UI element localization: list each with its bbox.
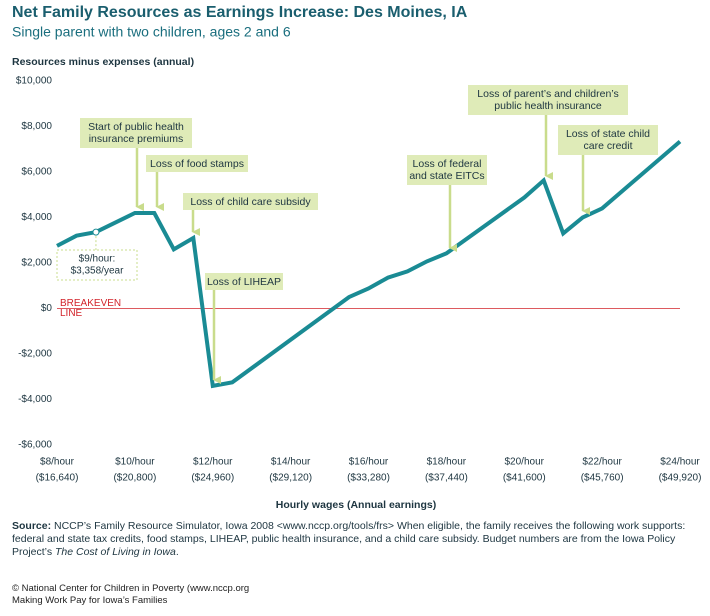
footer: © National Center for Children in Povert… — [12, 583, 249, 607]
chart-title: Net Family Resources as Earnings Increas… — [12, 4, 468, 21]
x-tick-sublabel: ($24,960) — [191, 473, 234, 484]
source-label: Source: — [12, 520, 52, 532]
source-note: Source: NCCP’s Family Resource Simulator… — [12, 520, 702, 559]
y-tick-label: $10,000 — [16, 76, 53, 87]
x-tick-label: $20/hour — [505, 457, 545, 468]
x-tick-sublabel: ($49,920) — [659, 473, 702, 484]
source-end: . — [175, 546, 179, 558]
callout-text: insurance premiums — [89, 133, 184, 145]
callout-text: Loss of child care subsidy — [190, 196, 311, 208]
callout-box — [205, 273, 283, 290]
callout-text: Loss of state child — [566, 128, 650, 140]
x-tick-label: $8/hour — [40, 457, 75, 468]
y-tick-label: $6,000 — [21, 167, 52, 178]
footer-line: Making Work Pay for Iowa’s Families — [12, 595, 168, 606]
point-label-text: $3,358/year — [71, 266, 124, 277]
x-tick-label: $12/hour — [193, 457, 233, 468]
callout-box — [407, 155, 487, 185]
x-tick-label: $24/hour — [660, 457, 700, 468]
callout-box — [80, 118, 192, 148]
x-tick-sublabel: ($37,440) — [425, 473, 468, 484]
x-tick-label: $18/hour — [427, 457, 467, 468]
callout-text: and state EITCs — [409, 170, 484, 182]
x-tick-label: $22/hour — [582, 457, 622, 468]
x-axis-title: Hourly wages (Annual earnings) — [276, 499, 436, 511]
source-title: The Cost of Living in Iowa — [55, 546, 176, 558]
callout-box — [558, 125, 658, 155]
breakeven-label: BREAKEVEN — [60, 298, 121, 309]
x-tick-label: $14/hour — [271, 457, 311, 468]
y-tick-label: $8,000 — [21, 121, 52, 132]
callout-box — [146, 155, 248, 172]
series-line — [56, 139, 682, 389]
breakeven-label: LINE — [60, 308, 83, 319]
callout: Loss of child care subsidy — [183, 193, 318, 236]
y-tick-label: $0 — [41, 303, 53, 314]
x-tick-sublabel: ($33,280) — [347, 473, 390, 484]
callout: Loss of food stamps — [146, 155, 248, 211]
y-tick-label: -$4,000 — [18, 394, 52, 405]
y-tick-label: $2,000 — [21, 258, 52, 269]
point-label-text: $9/hour: — [79, 254, 116, 265]
callout-text: care credit — [583, 140, 632, 152]
y-tick-label: -$6,000 — [18, 440, 52, 451]
y-tick-label: -$2,000 — [18, 349, 52, 360]
callout-text: Start of public health — [88, 121, 184, 133]
x-tick-sublabel: ($16,640) — [36, 473, 79, 484]
footer-line: © National Center for Children in Povert… — [12, 583, 250, 594]
callout-text: Loss of parent’s and children’s — [477, 88, 618, 100]
x-tick-label: $16/hour — [349, 457, 389, 468]
callout-box — [183, 193, 318, 210]
callout: Loss of LIHEAP — [205, 273, 283, 384]
callout-text: Loss of LIHEAP — [207, 276, 281, 288]
source-text: NCCP’s Family Resource Simulator, Iowa 2… — [12, 520, 686, 558]
y-axis-title: Resources minus expenses (annual) — [12, 56, 194, 68]
x-tick-sublabel: ($41,600) — [503, 473, 546, 484]
y-tick-label: $4,000 — [21, 212, 52, 223]
x-tick-sublabel: ($29,120) — [269, 473, 312, 484]
chart: Net Family Resources as Earnings Increas… — [12, 4, 702, 511]
callout-box — [468, 85, 628, 115]
callout-text: Loss of food stamps — [150, 158, 244, 170]
callout-text: public health insurance — [494, 100, 602, 112]
x-tick-label: $10/hour — [115, 457, 155, 468]
point-marker — [92, 228, 100, 236]
point-label-box — [56, 249, 138, 281]
chart-subtitle: Single parent with two children, ages 2 … — [12, 24, 291, 40]
x-tick-sublabel: ($20,800) — [113, 473, 156, 484]
callout-text: Loss of federal — [413, 158, 482, 170]
x-tick-sublabel: ($45,760) — [581, 473, 624, 484]
